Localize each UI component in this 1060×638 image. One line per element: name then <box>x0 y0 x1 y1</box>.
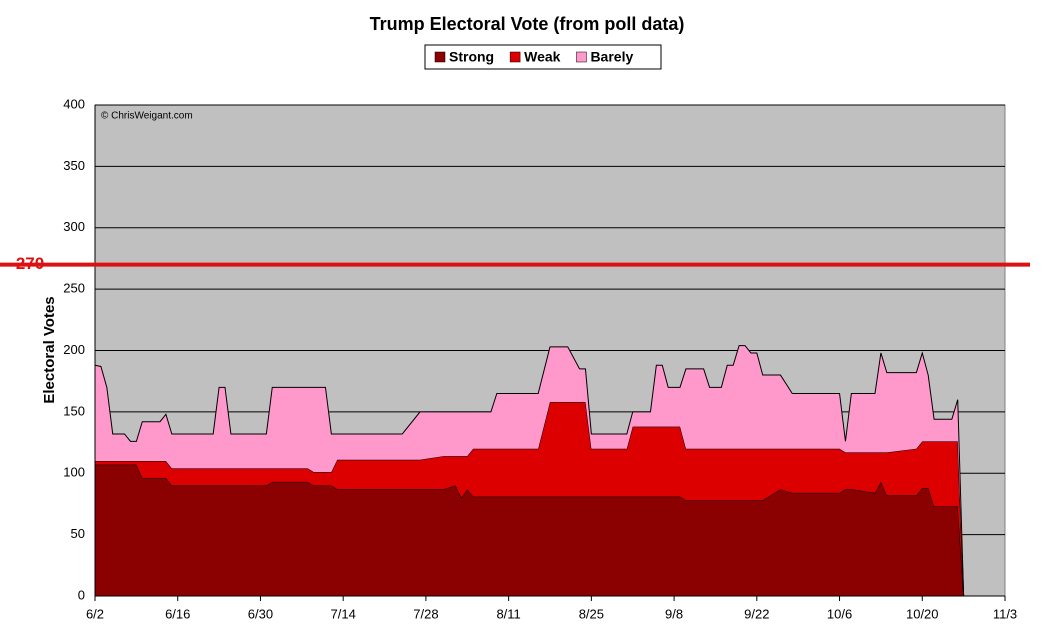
legend-label: Weak <box>524 49 561 65</box>
y-tick-label: 200 <box>63 342 85 357</box>
y-tick-label: 350 <box>63 158 85 173</box>
y-tick-label: 400 <box>63 96 85 111</box>
chart-title: Trump Electoral Vote (from poll data) <box>370 14 685 34</box>
x-tick-label: 6/2 <box>86 606 104 621</box>
copyright: © ChrisWeigant.com <box>101 111 193 122</box>
x-tick-label: 8/11 <box>496 606 520 621</box>
legend-label: Barely <box>590 49 633 65</box>
x-tick-label: 9/8 <box>665 606 683 621</box>
y-axis-label: Electoral Votes <box>41 296 58 403</box>
legend-swatch <box>576 51 587 63</box>
y-tick-label: 150 <box>63 403 85 418</box>
x-tick-label: 6/30 <box>248 606 273 621</box>
legend-swatch <box>434 51 446 63</box>
y-tick-label: 300 <box>63 219 85 234</box>
threshold-label: 270 <box>16 254 44 273</box>
x-tick-label: 10/6 <box>827 606 852 621</box>
y-tick-label: 250 <box>63 281 85 296</box>
legend-swatch <box>509 51 521 63</box>
y-tick-label: 50 <box>71 526 85 541</box>
area <box>95 345 964 596</box>
x-tick-label: 11/3 <box>993 606 1017 621</box>
area <box>95 402 964 596</box>
area <box>95 464 964 596</box>
y-tick-label: 100 <box>63 465 85 480</box>
legend <box>424 44 662 70</box>
y-tick-label: 0 <box>78 587 85 602</box>
x-tick-label: 6/16 <box>165 606 190 621</box>
x-tick-label: 7/28 <box>413 606 438 621</box>
area-edge <box>94 345 965 597</box>
x-tick-label: 9/22 <box>744 606 769 621</box>
x-tick-label: 7/14 <box>331 606 356 621</box>
x-tick-label: 10/20 <box>906 606 939 621</box>
x-tick-label: 8/25 <box>579 606 604 621</box>
legend-label: Strong <box>449 49 494 65</box>
